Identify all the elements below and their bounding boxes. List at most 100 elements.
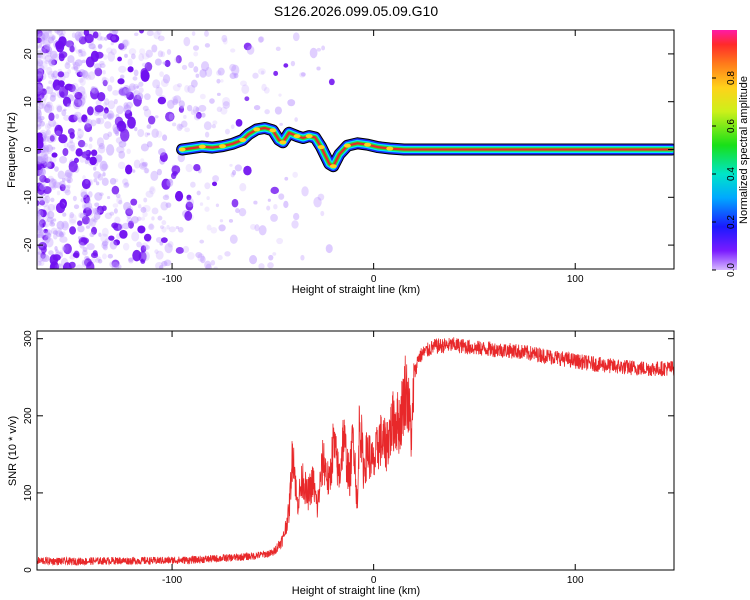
spectrogram-noise-blob <box>107 84 113 92</box>
spectrogram-noise-blob <box>193 66 199 73</box>
spectrogram-noise-blob <box>49 135 55 142</box>
spectrogram-noise-blob <box>162 61 166 65</box>
colorbar-gradient <box>712 30 737 270</box>
spectrogram-noise-blob <box>38 53 42 59</box>
spectrogram-noise-blob <box>53 184 58 189</box>
spectrogram-noise-blob <box>273 70 279 76</box>
spectrogram-noise-blob <box>193 163 201 172</box>
spectrogram-noise-blob <box>229 234 238 244</box>
spectrogram-noise-blob <box>144 167 149 174</box>
spectrogram-noise-blob <box>48 59 55 66</box>
spectrogram-noise-blob <box>80 237 90 244</box>
spectrogram-noise-blob <box>279 122 283 126</box>
spectrogram-noise-blob <box>211 124 216 129</box>
spectrogram-noise-blob <box>157 35 165 42</box>
spectrogram-noise-blob <box>114 129 119 135</box>
spectrogram-noise-blob <box>100 233 109 243</box>
spectrogram-noise-blob <box>46 229 52 236</box>
spectrogram-noise-blob <box>161 226 167 233</box>
spectrogram-noise-blob <box>95 181 100 186</box>
spectrogram-noise-blob <box>184 85 190 93</box>
spectrogram-noise-blob <box>44 103 53 114</box>
spectrogram-noise-blob <box>112 203 119 208</box>
spectrogram-noise-blob <box>114 178 119 183</box>
spectrogram-noise-blob <box>254 224 260 232</box>
spectrogram-noise-blob <box>156 84 160 89</box>
spectrogram-noise-blob <box>45 101 53 109</box>
spectrogram-noise-blob <box>49 133 57 143</box>
spectrogram-noise-blob <box>44 60 50 64</box>
spectrogram-noise-blob <box>43 195 51 204</box>
spectrogram-noise-blob <box>287 99 296 107</box>
spectrogram-noise-blob <box>110 48 117 56</box>
spectrogram-noise-blob <box>64 172 72 182</box>
spectrogram-noise-blob <box>118 150 126 159</box>
spectrogram-noise-blob <box>172 98 179 106</box>
snr-series-line <box>37 337 674 567</box>
spectrogram-noise-blob <box>39 254 48 262</box>
spectrogram-noise-blob <box>84 150 90 155</box>
spectrogram-noise-blob <box>91 86 99 94</box>
spectrogram-noise-blob <box>37 123 40 129</box>
spectrogram-noise-blob <box>59 236 68 243</box>
spectrogram-noise-blob <box>90 119 97 127</box>
spectrogram-noise-blob <box>160 201 169 211</box>
spectrogram-noise-blob <box>61 109 67 117</box>
spectrogram-noise-blob <box>107 131 113 137</box>
spectrogram-noise-blob <box>52 218 57 222</box>
spectrogram-noise-blob <box>43 156 53 167</box>
spectrogram-y-tick-label: 0 <box>23 146 34 152</box>
spectrogram-noise-blob <box>47 203 56 212</box>
spectrogram-noise-blob <box>51 152 58 158</box>
spectrogram-noise-blob <box>130 198 138 206</box>
spectrogram-noise-blob <box>51 75 57 81</box>
spectrogram-noise-blob <box>185 163 193 173</box>
spectrogram-noise-blob <box>37 70 44 83</box>
spectrogram-noise-blob <box>175 55 182 64</box>
spectrogram-noise-blob <box>84 124 90 129</box>
spectrogram-noise-blob <box>81 70 89 79</box>
spectrogram-noise-blob <box>47 36 55 44</box>
spectrogram-noise-blob <box>89 156 97 166</box>
spectrogram-noise-blob <box>145 49 153 58</box>
spectrogram-noise-blob <box>235 208 240 214</box>
spectrogram-noise-blob <box>39 199 46 206</box>
spectrogram-noise-blob <box>141 53 150 60</box>
spectrogram-noise-blob <box>115 264 122 269</box>
spectrogram-noise-blob <box>316 66 321 71</box>
spectrogram-noise-blob <box>56 105 63 113</box>
spectrogram-noise-blob <box>155 261 164 269</box>
spectrogram-noise-blob <box>183 114 187 119</box>
spectrogram-noise-blob <box>144 132 149 138</box>
spectrogram-noise-blob <box>132 169 136 173</box>
spectrogram-noise-blob <box>161 178 171 190</box>
spectrogram-noise-blob <box>153 31 161 40</box>
spectrogram-noise-blob <box>192 105 199 114</box>
spectrogram-noise-blob <box>165 111 175 122</box>
spectrogram-noise-blob <box>241 84 250 95</box>
spectrogram-noise-blob <box>90 149 98 157</box>
spectrogram-noise-blob <box>102 253 107 260</box>
spectrogram-noise-blob <box>136 85 140 89</box>
spectrogram-noise-blob <box>37 115 42 123</box>
spectrogram-noise-blob <box>124 182 130 187</box>
spectrogram-noise-blob <box>65 40 75 48</box>
spectrogram-noise-blob <box>88 218 97 227</box>
spectrogram-noise-blob <box>85 56 95 68</box>
spectrogram-noise-blob <box>195 73 200 78</box>
spectrogram-noise-blob <box>69 131 75 139</box>
spectrogram-noise-blob <box>110 34 120 43</box>
spectrogram-noise-blob <box>41 157 49 165</box>
spectrogram-noise-blob <box>152 79 161 89</box>
spectrogram-track-hotspot <box>218 144 226 149</box>
spectrogram-noise-blob <box>188 61 195 69</box>
spectrogram-noise-blob <box>47 30 52 33</box>
spectrogram-noise-blob <box>70 147 75 152</box>
spectrogram-noise-blob <box>123 182 130 189</box>
spectrogram-noise-blob <box>127 85 136 95</box>
spectrogram-noise-blob <box>55 130 62 136</box>
spectrogram-noise-blob <box>128 257 134 264</box>
spectrogram-noise-blob <box>40 30 49 40</box>
spectrogram-noise-blob <box>104 121 112 129</box>
